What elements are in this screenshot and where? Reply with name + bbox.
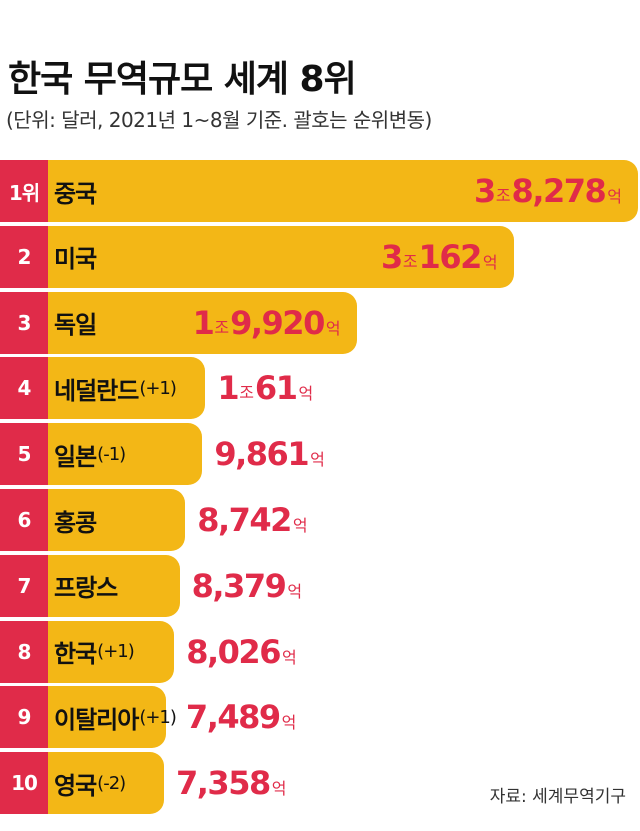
value-eok: 7,489: [185, 698, 281, 737]
country-name: 중국: [54, 179, 97, 208]
bar: [44, 752, 164, 815]
rank-badge: 9: [0, 686, 48, 749]
country-label: 영국 (-2): [54, 752, 126, 814]
rank-badge: 7: [0, 554, 48, 617]
value-jo: 3: [474, 172, 496, 210]
value-eok: 8,742: [197, 501, 292, 539]
unit-jo: 조: [214, 317, 230, 337]
rank-badge: 2: [0, 225, 48, 288]
country-name: 미국: [54, 245, 97, 274]
unit-jo: 조: [402, 251, 418, 271]
value-jo: 1: [217, 369, 239, 408]
value-jo: 1: [192, 303, 215, 342]
value-jo: 3: [381, 237, 403, 276]
value-label: 3 조 8,278 억: [474, 160, 622, 222]
bar: [44, 554, 180, 617]
bar-row: 7 프랑스 8,379 억: [0, 554, 640, 617]
rank-badge: 1위: [0, 160, 48, 222]
value-label: 8,379 억: [192, 555, 302, 617]
unit-eok: 억: [298, 384, 314, 404]
rank-change: (-1): [97, 443, 126, 465]
rank-change: (-2): [97, 772, 126, 794]
bar: [44, 686, 166, 749]
value-eok: 162: [418, 237, 483, 276]
country-label: 일본 (-1): [54, 423, 126, 485]
bar: [44, 225, 514, 288]
unit-eok: 억: [607, 187, 622, 206]
bar-row: 9 이탈리아 (+1) 7,489 억: [0, 686, 640, 749]
unit-eok: 억: [281, 647, 297, 667]
value-label: 7,489 억: [186, 686, 296, 748]
unit-eok: 억: [281, 713, 297, 733]
bar-row: 8 한국 (+1) 8,026 억: [0, 620, 640, 683]
bar-row: 2 미국 3 조 162 억: [0, 225, 640, 288]
country-name: 홍콩: [54, 508, 97, 537]
value-label: 9,861 억: [214, 423, 324, 485]
value-eok: 61: [254, 369, 298, 408]
unit-eok: 억: [287, 581, 303, 601]
country-label: 중국: [54, 160, 97, 222]
value-eok: 9,861: [214, 435, 309, 474]
country-label: 미국: [54, 226, 97, 288]
value-label: 7,358 억: [176, 752, 286, 814]
bar-row: 10 영국 (-2) 7,358 억: [0, 752, 640, 815]
rank-badge: 10: [0, 752, 48, 815]
country-name: 프랑스: [54, 574, 118, 603]
source-note: 자료: 세계무역기구: [489, 787, 626, 807]
value-label: 8,742 억: [197, 489, 307, 551]
unit-jo: 조: [239, 383, 254, 403]
bar: [44, 357, 206, 420]
chart-title: 한국 무역규모 세계 8위: [8, 59, 357, 100]
country-name: 영국: [54, 771, 97, 800]
rank-change: (+1): [139, 377, 177, 399]
bar: [44, 620, 175, 683]
value-eok: 9,920: [230, 303, 325, 342]
value-eok: 8,026: [186, 632, 281, 671]
country-name: 일본: [54, 442, 97, 471]
country-label: 네덜란드 (+1): [54, 357, 177, 419]
unit-eok: 억: [310, 450, 325, 470]
rank-badge: 6: [0, 489, 48, 551]
bar-row: 4 네덜란드 (+1) 1 조 61 억: [0, 357, 640, 420]
country-label: 한국 (+1): [54, 621, 135, 683]
value-label: 8,026 억: [186, 621, 296, 683]
country-name: 한국: [54, 640, 97, 669]
rank-badge: 5: [0, 423, 48, 486]
country-name: 독일: [54, 311, 97, 340]
value-eok: 8,278: [511, 172, 607, 210]
country-label: 홍콩: [54, 489, 97, 551]
bar-row: 6 홍콩 8,742 억: [0, 489, 640, 551]
rank-badge: 4: [0, 357, 48, 420]
value-label: 3 조 162 억: [381, 226, 498, 288]
bar: [44, 291, 357, 354]
unit-jo: 조: [495, 186, 511, 205]
country-label: 이탈리아 (+1): [54, 686, 177, 748]
rank-change: (+1): [139, 706, 177, 728]
bar-row: 1위 중국 3 조 8,278 억: [0, 160, 640, 222]
value-label: 1 조 61 억: [217, 357, 313, 419]
rank-badge: 8: [0, 620, 48, 683]
rank-badge: 3: [0, 291, 48, 354]
bar-row: 3 독일 1 조 9,920 억: [0, 291, 640, 354]
unit-eok: 억: [271, 779, 287, 799]
bar: [44, 489, 186, 551]
bar: [44, 423, 203, 486]
bar: [44, 160, 638, 222]
unit-eok: 억: [482, 252, 498, 272]
bar-chart: 1위 중국 3 조 8,278 억 2 미국 3 조 162 억 3 독일 1 조 9,920 억 4 네덜란드 (+1…: [0, 160, 640, 820]
unit-eok: 억: [325, 318, 341, 338]
country-name: 이탈리아: [54, 705, 139, 734]
value-label: 1 조 9,920 억: [193, 292, 341, 354]
country-name: 네덜란드: [54, 376, 139, 405]
rank-change: (+1): [97, 641, 135, 663]
chart-subtitle: (단위: 달러, 2021년 1~8월 기준. 괄호는 순위변동): [6, 108, 432, 132]
country-label: 프랑스: [54, 555, 118, 617]
country-label: 독일: [54, 292, 97, 354]
unit-eok: 억: [292, 516, 308, 535]
value-eok: 8,379: [191, 566, 287, 605]
value-eok: 7,358: [176, 764, 271, 803]
bar-row: 5 일본 (-1) 9,861 억: [0, 423, 640, 486]
